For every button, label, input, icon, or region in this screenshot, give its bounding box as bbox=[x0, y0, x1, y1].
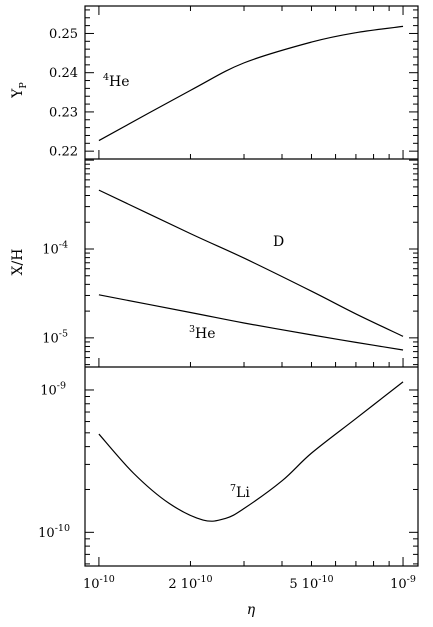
li7-curve bbox=[98, 381, 404, 522]
top-y-axis-ticks bbox=[85, 9, 418, 160]
he3-curve bbox=[98, 294, 404, 351]
bottom-y-axis-ticks bbox=[85, 389, 418, 565]
middle-y-tick-label: 10-5 bbox=[42, 328, 68, 346]
bottom-y-tick-label: 10-10 bbox=[38, 523, 70, 541]
deuterium-label: D bbox=[273, 234, 284, 250]
top-y-tick-label: 0.22 bbox=[49, 145, 78, 160]
x-tick-label: 5 10-10 bbox=[289, 574, 333, 592]
li7-label: 7Li bbox=[230, 483, 250, 501]
bottom-y-tick-label: 10-9 bbox=[40, 380, 66, 398]
x-tick-label: 10-10 bbox=[83, 574, 115, 592]
top-y-axis-label: YP bbox=[10, 82, 29, 99]
he3-label: 3He bbox=[189, 324, 216, 342]
middle-y-tick-label: 10-4 bbox=[42, 240, 68, 258]
abundance-curves bbox=[98, 25, 404, 522]
plot-frame bbox=[84, 5, 419, 567]
x-axis-label: η bbox=[247, 602, 256, 618]
top-y-tick-label: 0.23 bbox=[49, 105, 78, 120]
x-tick-label: 2 10-10 bbox=[168, 574, 212, 592]
deuterium-curve bbox=[98, 189, 404, 337]
he4-label: 4He bbox=[103, 72, 130, 90]
he4-curve bbox=[98, 25, 404, 142]
middle-y-axis-label: X/H bbox=[10, 249, 26, 276]
top-y-tick-label: 0.25 bbox=[49, 27, 78, 42]
x-axis-ticks bbox=[98, 6, 404, 566]
middle-y-axis-ticks bbox=[85, 159, 418, 366]
top-y-tick-label: 0.24 bbox=[49, 66, 78, 81]
x-tick-label: 10-9 bbox=[390, 574, 416, 592]
